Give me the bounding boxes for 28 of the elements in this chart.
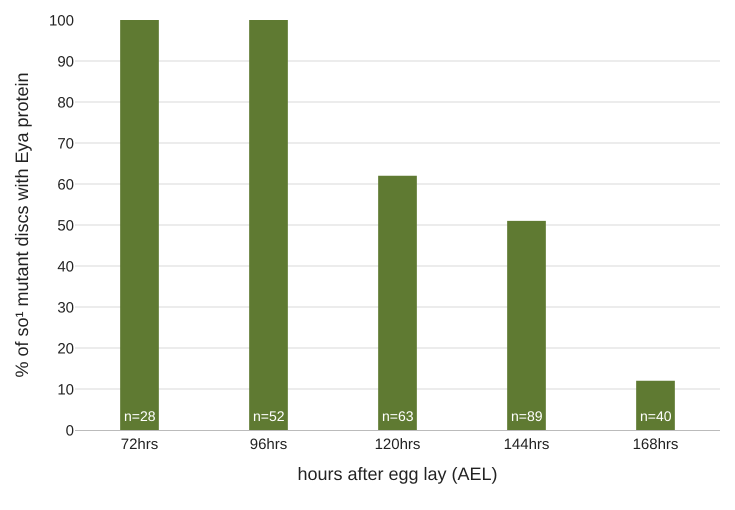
y-tick-label: 60 [57, 176, 74, 194]
y-tick-label: 0 [66, 422, 74, 440]
bar [378, 176, 417, 430]
y-tick-label: 50 [57, 217, 74, 234]
bar [636, 380, 675, 430]
x-axis-title: hours after egg lay (AEL) [297, 464, 498, 484]
bar [120, 20, 159, 430]
y-tick-label: 70 [57, 135, 74, 152]
x-tick-label: 144hrs [504, 436, 550, 453]
x-tick-label: 168hrs [632, 436, 678, 453]
x-tick-label: 72hrs [120, 436, 158, 453]
y-tick-label: 40 [57, 258, 74, 276]
y-tick-label: 10 [57, 381, 74, 398]
annotation: n=40 [640, 408, 672, 424]
y-tick-label: 20 [57, 340, 74, 358]
y-tick-label: 80 [57, 94, 74, 112]
x-tick-label: 120hrs [374, 436, 420, 453]
y-axis-title: % of so¹ mutant discs with Eya protein [12, 72, 32, 378]
y-tick-label: 100 [48, 12, 74, 30]
annotation: n=63 [382, 408, 414, 424]
annotation: n=28 [124, 408, 156, 424]
bar [507, 220, 546, 430]
y-tick-label: 90 [57, 53, 74, 70]
x-tick-label: 96hrs [250, 436, 288, 453]
bar [249, 20, 288, 430]
annotation: n=52 [253, 408, 285, 424]
y-tick-label: 30 [57, 299, 74, 316]
annotation: n=89 [511, 408, 543, 424]
